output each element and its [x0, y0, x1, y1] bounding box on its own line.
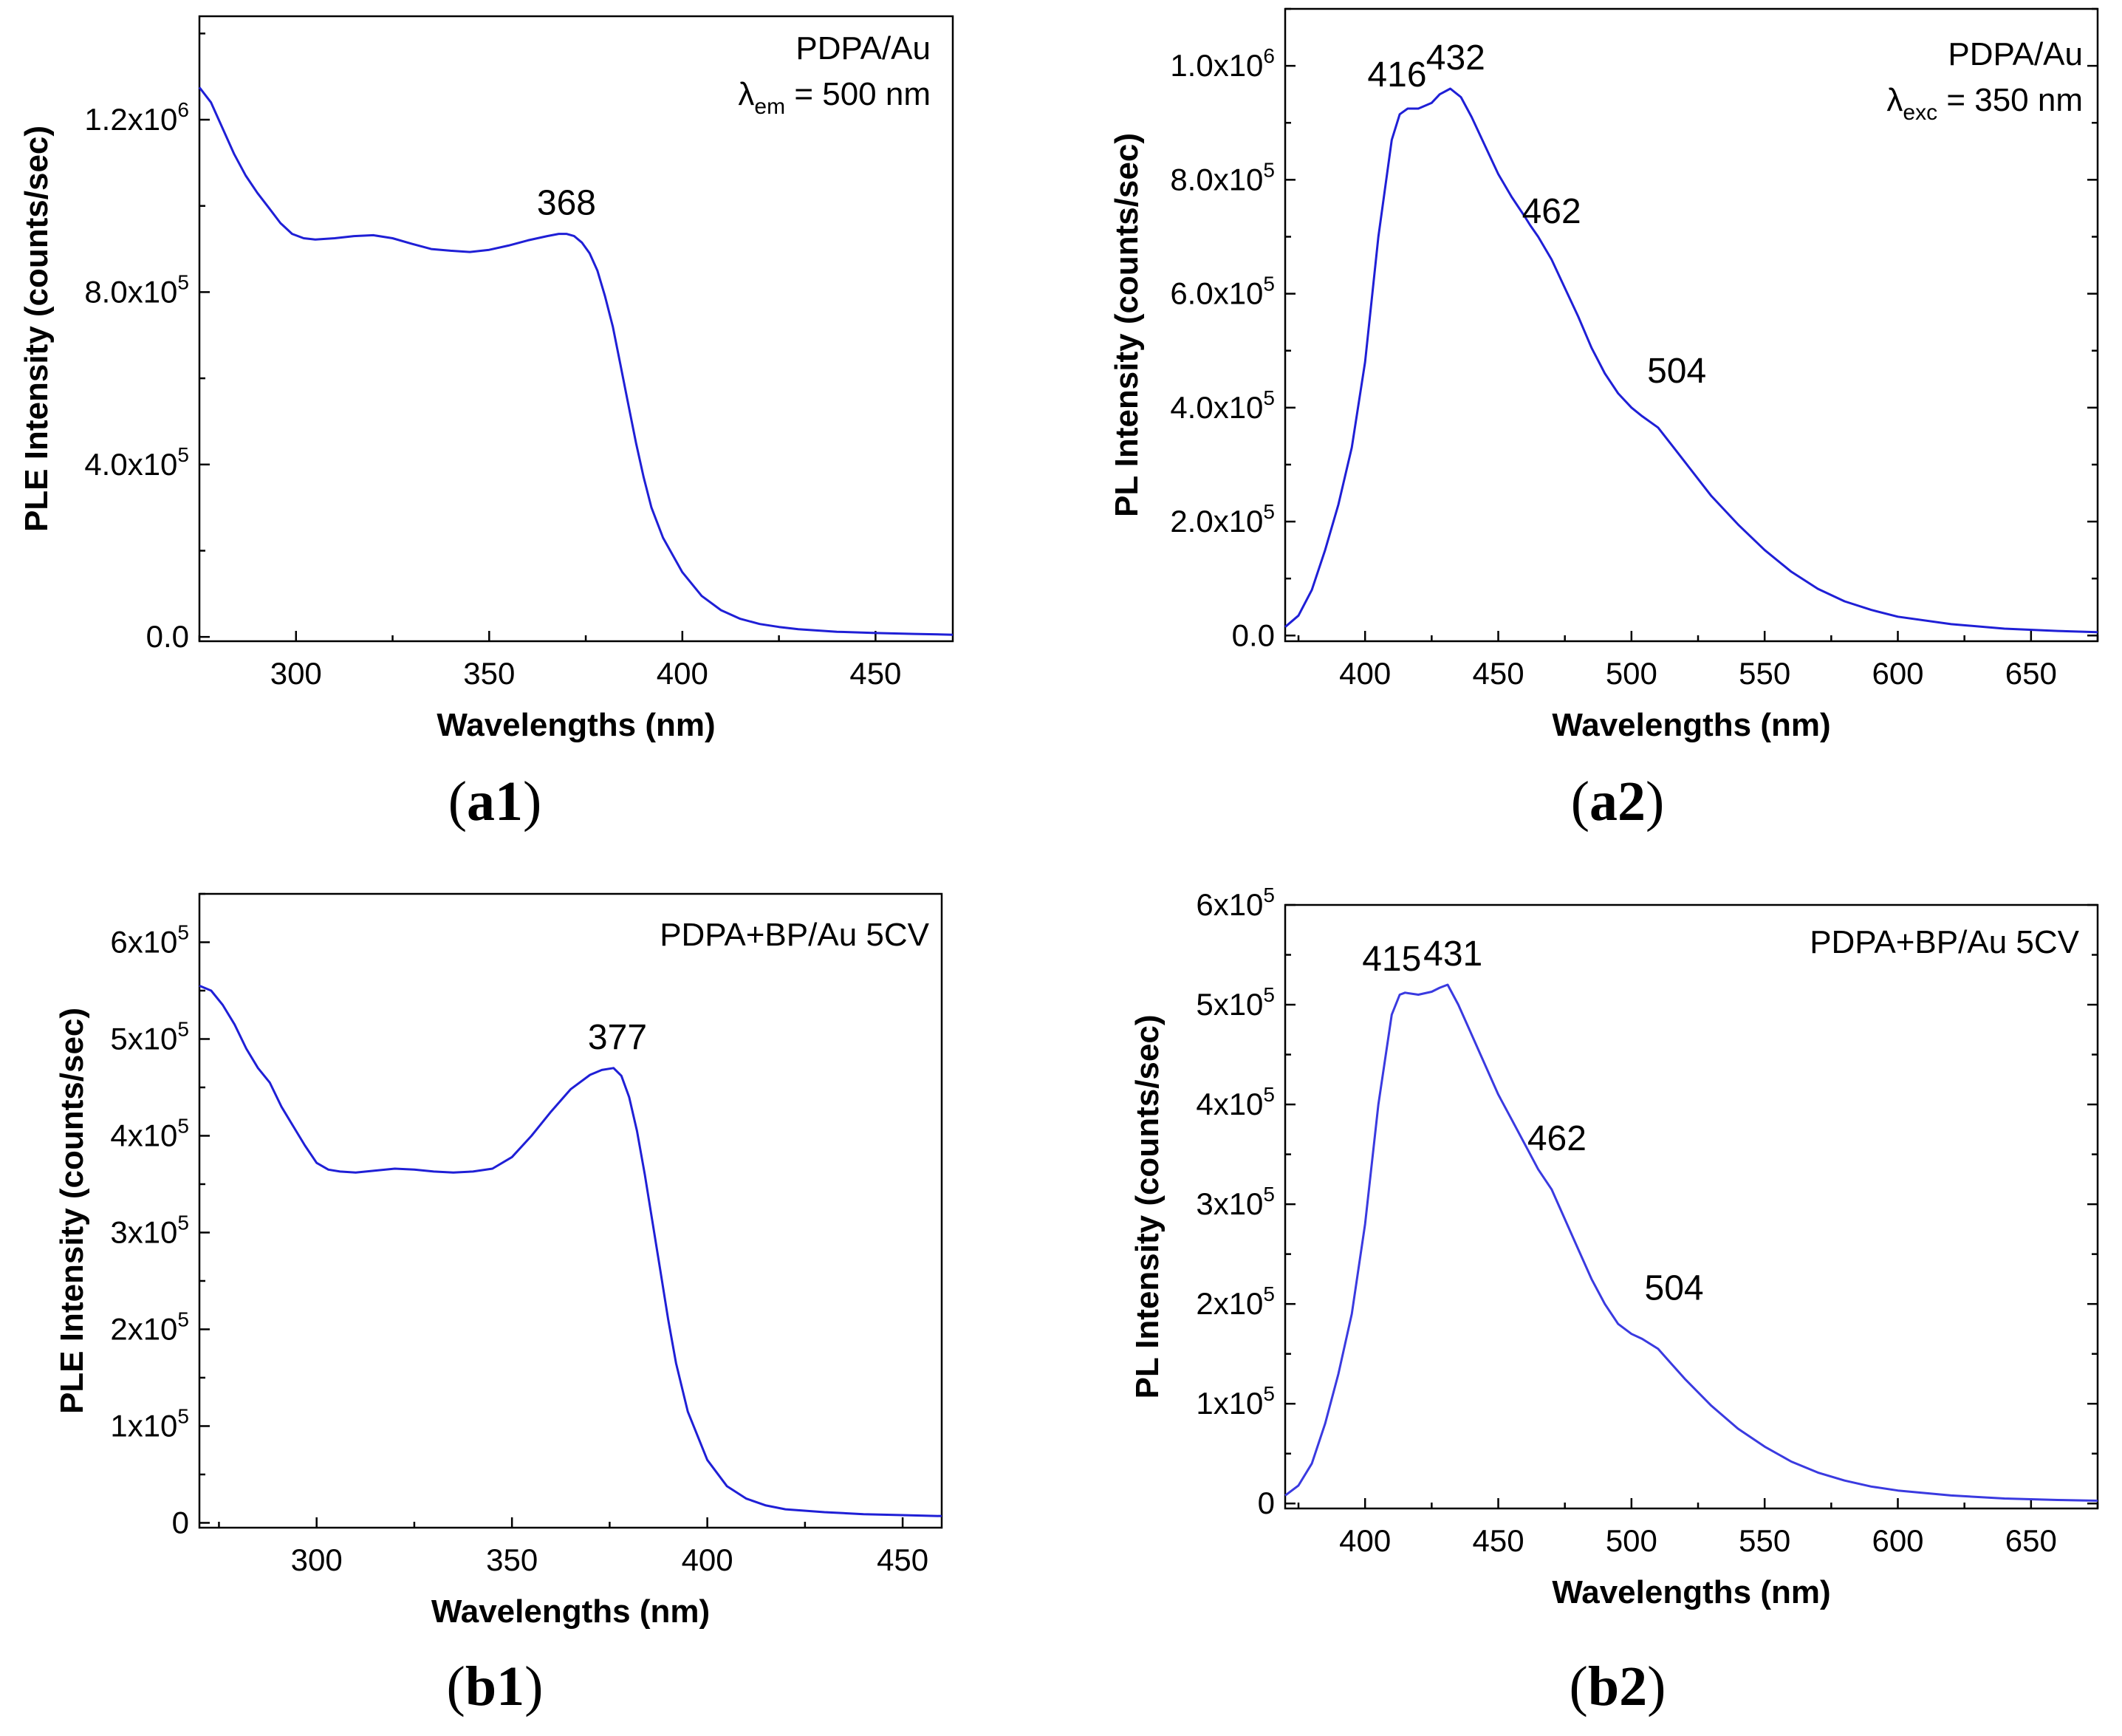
- x-tick-label: 650: [2005, 656, 2057, 691]
- y-tick-label: 8.0x105: [1170, 158, 1275, 197]
- y-axis-title: PLE Intensity (counts/sec): [18, 126, 55, 532]
- y-tick-label: 6.0x105: [1170, 273, 1275, 311]
- panel-a2: 400 450 500 550 600 650 0.0 2.0x105 4.0x105 6.0x1…: [1109, 7, 2099, 833]
- x-tick-label: 350: [463, 656, 515, 691]
- y-tick-label: 1.0x106: [1170, 44, 1275, 83]
- x-tick-label: 650: [2005, 1523, 2057, 1558]
- peak-label: 415: [1362, 940, 1421, 979]
- y-tick-label: 3x105: [110, 1211, 189, 1249]
- y-axis-title: PL Intensity (counts/sec): [1109, 133, 1145, 517]
- x-axis-title: Wavelengths (nm): [437, 707, 715, 743]
- x-tick-label: 550: [1739, 656, 1790, 691]
- panel-b1: 300 350 400 450 0 1x105 2x105 3x105 4x105 5x105 6x…: [54, 892, 943, 1718]
- x-tick-label: 500: [1606, 1523, 1657, 1558]
- panel-label: (a2): [1571, 770, 1665, 833]
- panel-label: (a1): [448, 770, 542, 833]
- y-tick-label: 4.0x105: [84, 443, 189, 482]
- x-tick-label: 350: [486, 1542, 538, 1577]
- y-tick-label: 6x105: [1196, 884, 1275, 922]
- sample-annotation: PDPA/Au: [1948, 36, 2083, 72]
- x-tick-label: 600: [1872, 1523, 1923, 1558]
- x-tick-label: 300: [270, 656, 322, 691]
- peak-label: 368: [537, 184, 596, 223]
- y-tick-label: 2.0x105: [1170, 500, 1275, 539]
- y-tick-label: 0: [1258, 1486, 1275, 1520]
- x-tick-label: 400: [682, 1542, 733, 1577]
- series-line: [1284, 87, 2098, 634]
- x-tick-label: 300: [291, 1542, 343, 1577]
- y-tick-label: 5x105: [110, 1017, 189, 1056]
- x-tick-label: 550: [1739, 1523, 1790, 1558]
- plot-frame: [198, 892, 943, 1529]
- y-tick-label: 1.2x106: [84, 98, 189, 137]
- x-tick-label: 450: [1472, 656, 1524, 691]
- plot-frame: [198, 15, 954, 643]
- x-tick-label: 600: [1872, 656, 1923, 691]
- peak-label: 462: [1527, 1119, 1587, 1158]
- x-axis-title: Wavelengths (nm): [1552, 1574, 1830, 1610]
- wavelength-annotation: λexc = 350 nm: [1886, 82, 2083, 125]
- y-tick-label: 0.0: [1232, 618, 1275, 652]
- sample-annotation: PDPA/Au: [795, 30, 931, 66]
- sample-annotation: PDPA+BP/Au 5CV: [1810, 924, 2079, 960]
- peak-label: 504: [1645, 1268, 1704, 1308]
- x-tick-label: 400: [657, 656, 708, 691]
- peak-label: 432: [1426, 38, 1485, 78]
- y-tick-label: 4x105: [1196, 1083, 1275, 1121]
- x-tick-label: 450: [849, 656, 901, 691]
- x-tick-label: 450: [877, 1542, 928, 1577]
- peak-label: 416: [1367, 55, 1426, 95]
- y-tick-label: 2x105: [1196, 1282, 1275, 1321]
- plot-frame: [1284, 903, 2099, 1510]
- y-tick-label: 4x105: [110, 1114, 189, 1152]
- y-tick-label: 0.0: [146, 619, 189, 654]
- sample-annotation: PDPA+BP/Au 5CV: [660, 917, 929, 953]
- y-tick-label: 6x105: [110, 920, 189, 959]
- x-axis-title: Wavelengths (nm): [431, 1593, 710, 1630]
- peak-label: 462: [1522, 192, 1581, 231]
- panel-a1: 300 350 400 450 0.0 4.0x105 8.0x105 1.2x106 Wave…: [18, 15, 954, 833]
- series-line: [199, 985, 942, 1517]
- y-tick-label: 2x105: [110, 1308, 189, 1346]
- peak-label: 377: [588, 1018, 647, 1057]
- y-axis-title: PLE Intensity (counts/sec): [54, 1008, 90, 1414]
- peak-label: 431: [1423, 934, 1482, 974]
- x-tick-label: 400: [1339, 656, 1391, 691]
- x-tick-label: 500: [1606, 656, 1657, 691]
- plot-frame: [1284, 7, 2099, 643]
- y-tick-label: 4.0x105: [1170, 386, 1275, 425]
- y-tick-label: 8.0x105: [84, 270, 189, 309]
- y-tick-label: 5x105: [1196, 983, 1275, 1022]
- y-axis-title: PL Intensity (counts/sec): [1129, 1015, 1166, 1399]
- x-tick-label: 400: [1339, 1523, 1391, 1558]
- y-tick-label: 3x105: [1196, 1183, 1275, 1221]
- x-tick-label: 450: [1472, 1523, 1524, 1558]
- panel-label: (b1): [447, 1655, 544, 1718]
- panel-b2: 400 450 500 550 600 650 0 1x105 2x105 3x105 4x105 5…: [1129, 884, 2099, 1718]
- panel-label: (b2): [1570, 1655, 1666, 1718]
- peak-label: 504: [1647, 352, 1706, 391]
- x-axis-title: Wavelengths (nm): [1552, 707, 1830, 743]
- series-line: [1284, 983, 2098, 1502]
- wavelength-annotation: λem = 500 nm: [738, 76, 931, 119]
- y-tick-label: 1x105: [110, 1404, 189, 1443]
- y-tick-label: 1x105: [1196, 1382, 1275, 1421]
- y-tick-label: 0: [172, 1505, 189, 1539]
- series-line: [198, 86, 954, 636]
